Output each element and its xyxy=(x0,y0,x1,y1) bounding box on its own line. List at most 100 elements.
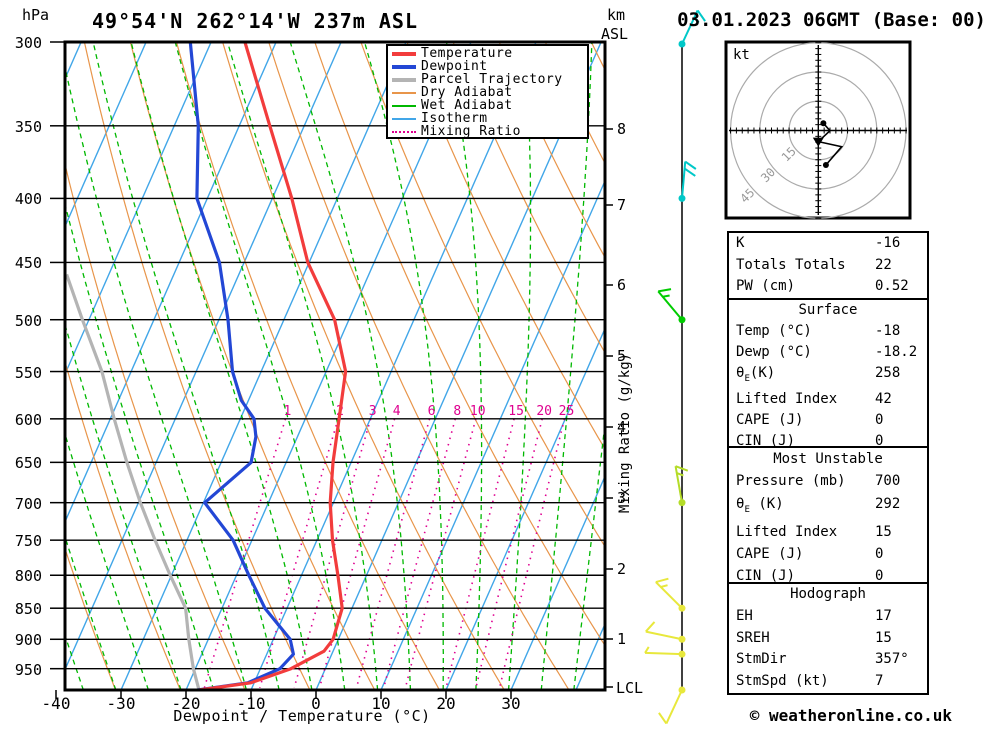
temperature-tick-label: 20 xyxy=(436,694,456,713)
stat-value: 357° xyxy=(875,651,909,668)
stat-label: SREH xyxy=(736,629,770,646)
temperature-tick-label: 30 xyxy=(501,694,521,713)
stat-value: 15 xyxy=(875,629,892,646)
svg-text:1: 1 xyxy=(284,404,292,419)
svg-text:15: 15 xyxy=(508,404,524,419)
stat-label: CIN (J) xyxy=(736,568,796,585)
stats-section: Hodograph EH 17 SREH 15 StmDir 357° StmSpd (kt)… xyxy=(727,582,929,695)
svg-text:10: 10 xyxy=(470,404,486,419)
wind-barbs xyxy=(644,9,706,725)
pressure-tick-label: 500 xyxy=(14,311,42,330)
stat-label: CIN (J) xyxy=(736,432,796,449)
pressure-unit-label: hPa xyxy=(22,6,50,24)
profiles xyxy=(66,43,348,689)
km-unit-label: km xyxy=(607,6,626,24)
parcel-trajectory-curve xyxy=(66,273,201,689)
axis-ticks xyxy=(50,41,613,699)
stat-row: CAPE (J) 0 xyxy=(729,410,927,431)
stats-section: Most Unstable Pressure (mb) 700 θE (K) 292 Li… xyxy=(727,446,929,584)
pressure-tick-label: 750 xyxy=(14,532,42,551)
legend-item: Temperature xyxy=(388,47,587,60)
legend-item: Isotherm xyxy=(388,112,587,125)
stats-section: K -16 Totals Totals 22 PW (cm) 0.52 xyxy=(727,231,929,300)
stats-section: Surface Temp (°C) -18 Dewp (°C) -18.2 θE(K) 25… xyxy=(727,298,929,449)
temperature-tick-label: -10 xyxy=(236,694,266,713)
stat-row: StmSpd (kt) 7 xyxy=(729,671,927,693)
stat-value: 0 xyxy=(875,432,884,449)
pressure-tick-label: 800 xyxy=(14,567,42,586)
pressure-tick-label: 950 xyxy=(14,660,42,679)
km-tick-label: 5 xyxy=(617,347,627,365)
stat-value: 700 xyxy=(875,473,901,490)
legend-line-sample xyxy=(392,64,416,69)
legend-line-sample xyxy=(392,51,416,56)
stat-label: Dewp (°C) xyxy=(736,343,812,360)
temperature-tick-label: -40 xyxy=(41,694,71,713)
km-tick-label: 6 xyxy=(617,276,627,294)
hodograph-unit-label: kt xyxy=(733,47,750,63)
stat-label: K xyxy=(736,235,745,251)
svg-text:6: 6 xyxy=(428,404,436,419)
stat-value: 7 xyxy=(875,673,884,690)
stat-row: K -16 xyxy=(729,233,927,255)
legend-line-sample xyxy=(392,77,416,82)
pressure-tick-label: 900 xyxy=(14,631,42,650)
pressure-gridlines xyxy=(66,125,604,670)
stat-value: 17 xyxy=(875,607,892,624)
svg-text:8: 8 xyxy=(453,404,461,419)
stat-label: θE(K) xyxy=(736,364,776,384)
stat-label: CAPE (J) xyxy=(736,546,804,563)
svg-text:20: 20 xyxy=(536,404,552,419)
stat-value: 0.52 xyxy=(875,278,909,295)
stat-row: Totals Totals 22 xyxy=(729,255,927,277)
stat-value: 258 xyxy=(875,364,901,381)
legend-label: Parcel Trajectory xyxy=(421,72,563,87)
stat-label: Lifted Index xyxy=(736,523,838,540)
stats-section-title: Most Unstable xyxy=(773,451,883,467)
km-tick-label: 1 xyxy=(617,630,627,648)
stat-label: CAPE (J) xyxy=(736,412,804,429)
credit: © weatheronline.co.uk xyxy=(749,706,952,725)
pressure-tick-label: 600 xyxy=(14,410,42,429)
x-axis-caption: Dewpoint / Temperature (°C) xyxy=(173,707,431,725)
legend-item: Wet Adiabat xyxy=(388,99,587,112)
page-title: 49°54'N 262°14'W 237m ASL xyxy=(91,9,419,33)
legend-label: Isotherm xyxy=(421,111,488,126)
pressure-tick-label: 850 xyxy=(14,600,42,619)
pressure-tick-label: 300 xyxy=(14,34,42,52)
legend-item: Dry Adiabat xyxy=(388,86,587,99)
stat-row: θE(K) 258 xyxy=(729,363,927,390)
lcl-label: LCL xyxy=(616,679,644,697)
svg-text:25: 25 xyxy=(559,404,575,419)
stat-row: Lifted Index 15 xyxy=(729,521,927,543)
legend-line-sample xyxy=(392,117,416,120)
km-tick-label: 8 xyxy=(617,120,627,138)
pressure-tick-label: 400 xyxy=(14,190,42,209)
legend-item: Dewpoint xyxy=(388,60,587,73)
stat-row: Lifted Index 42 xyxy=(729,389,927,410)
stat-row: CIN (J) 0 xyxy=(729,431,927,452)
stat-value: -18 xyxy=(875,322,901,339)
legend-line-sample xyxy=(392,91,416,94)
pressure-tick-label: 450 xyxy=(14,254,42,273)
pressure-tick-label: 700 xyxy=(14,494,42,513)
legend-item: Mixing Ratio xyxy=(388,125,587,138)
temperature-tick-label: -30 xyxy=(106,694,136,713)
legend-label: Dewpoint xyxy=(421,59,488,74)
km-tick-label: 2 xyxy=(617,560,627,578)
km-tick-label: 7 xyxy=(617,196,627,214)
svg-text:3: 3 xyxy=(369,404,377,419)
stat-row: SREH 15 xyxy=(729,628,927,650)
svg-text:4: 4 xyxy=(393,404,401,419)
stat-label: Lifted Index xyxy=(736,391,838,408)
stat-value: -16 xyxy=(875,235,901,251)
km-tick-label: 4 xyxy=(617,418,627,436)
legend-label: Dry Adiabat xyxy=(421,85,513,100)
stat-row: EH 17 xyxy=(729,606,927,628)
stat-row: Temp (°C) -18 xyxy=(729,321,927,342)
stat-label: EH xyxy=(736,607,753,624)
pressure-tick-label: 650 xyxy=(14,454,42,473)
stat-row: θE (K) 292 xyxy=(729,493,927,521)
mixing-ratio-lines xyxy=(203,418,566,689)
